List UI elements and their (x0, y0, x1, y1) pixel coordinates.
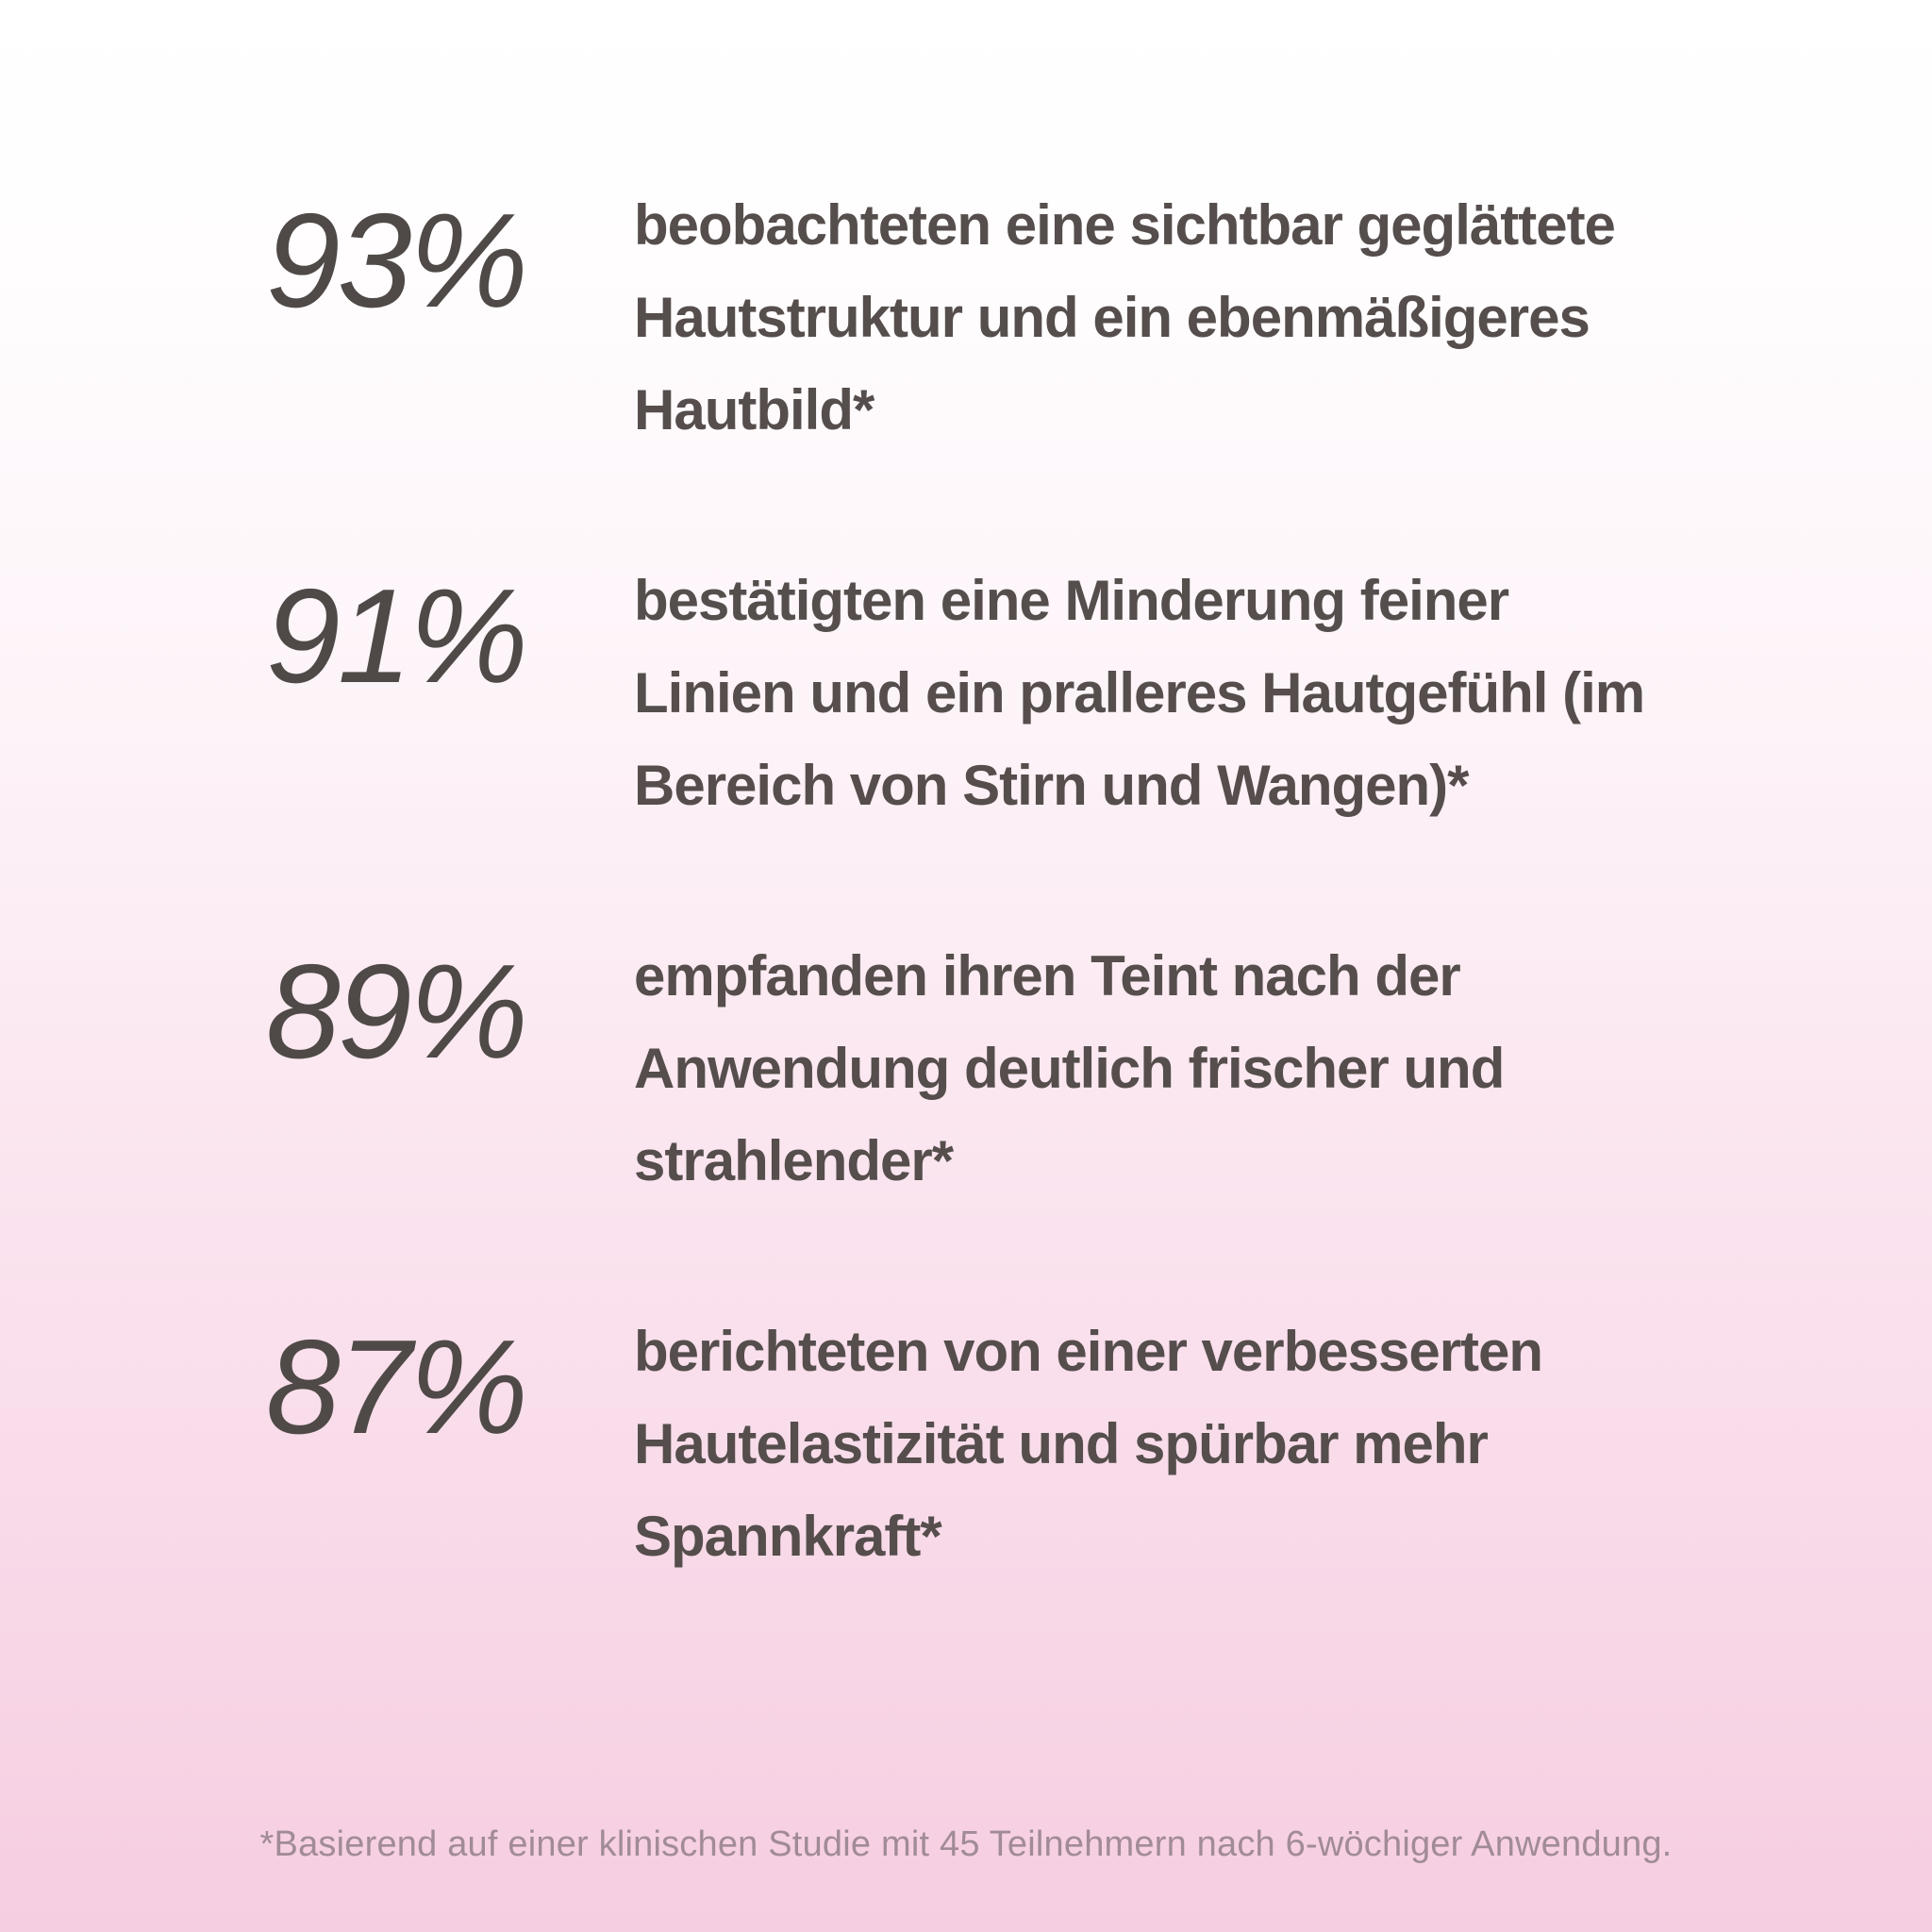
stats-list: 93% beobachteten eine sichtbar geglättet… (0, 179, 1932, 1681)
stat-row: 91% bestätigten eine Minderung feiner Li… (0, 555, 1932, 832)
stat-description: bestätigten eine Minderung feiner Linien… (634, 569, 1645, 817)
stat-value: 89% (265, 937, 528, 1087)
stat-description: berichteten von einer verbesserten Haute… (634, 1320, 1543, 1568)
footnote: *Basierend auf einer klinischen Studie m… (259, 1824, 1673, 1864)
stat-row: 93% beobachteten eine sichtbar geglättet… (0, 179, 1932, 457)
stat-row: 87% berichteten von einer verbesserten H… (0, 1306, 1932, 1583)
stat-row: 89% empfanden ihren Teint nach der Anwen… (0, 930, 1932, 1208)
stat-value: 91% (265, 561, 528, 711)
stat-value: 87% (265, 1312, 528, 1462)
stat-value: 93% (265, 186, 528, 336)
stat-description: beobachteten eine sichtbar geglättete Ha… (634, 193, 1616, 441)
stat-description: empfanden ihren Teint nach der Anwendung… (634, 944, 1505, 1192)
